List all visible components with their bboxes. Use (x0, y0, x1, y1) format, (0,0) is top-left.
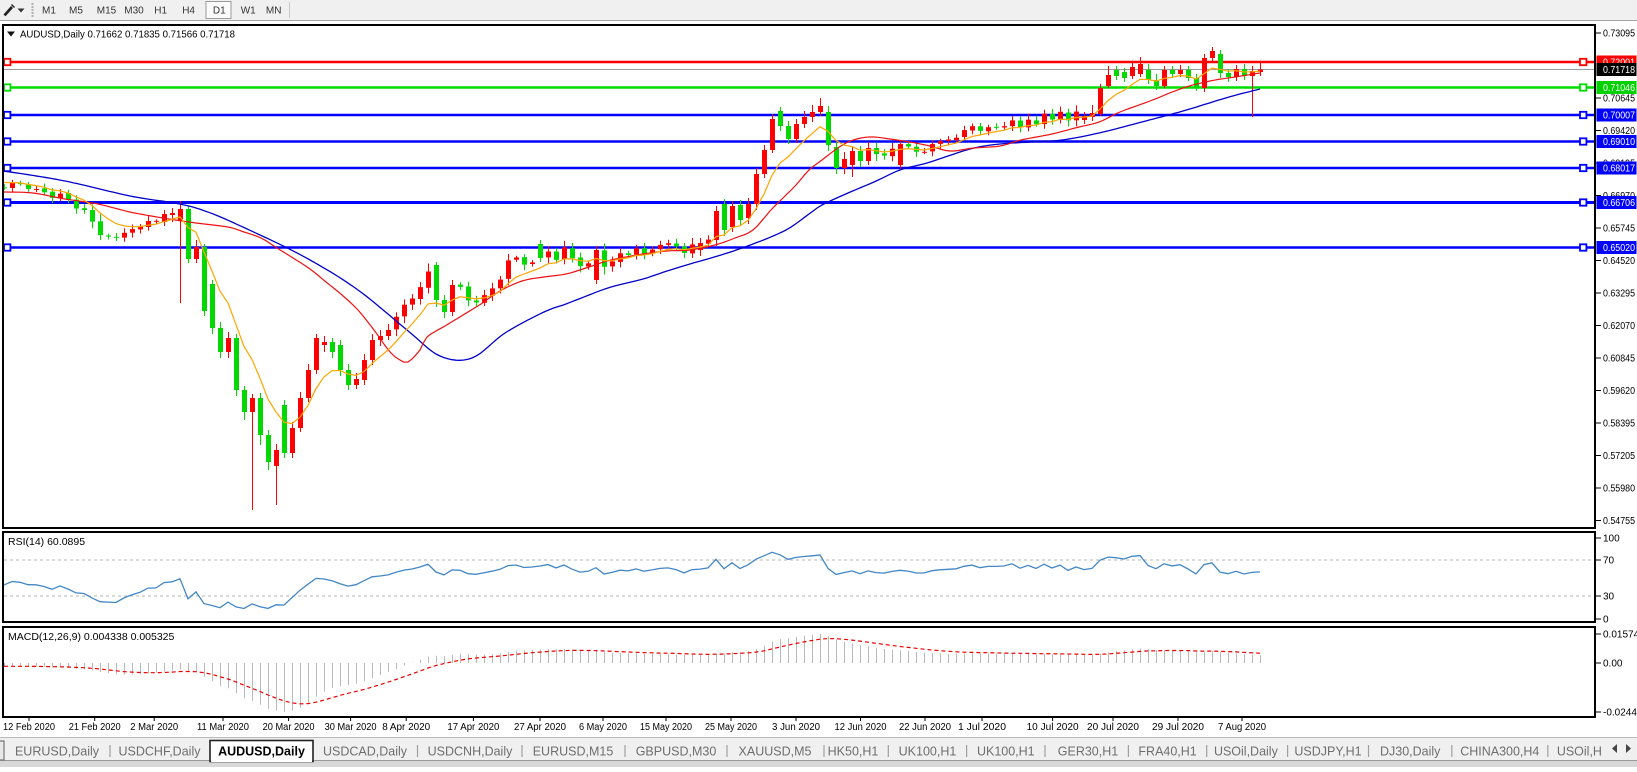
svg-text:USDJPY,H1: USDJPY,H1 (1294, 745, 1361, 759)
svg-text:30 Mar 2020: 30 Mar 2020 (325, 722, 377, 733)
svg-text:100: 100 (1603, 534, 1620, 545)
svg-text:EURUSD,Daily: EURUSD,Daily (15, 745, 100, 759)
svg-text:H4: H4 (182, 6, 195, 17)
svg-text:25 May 2020: 25 May 2020 (705, 722, 757, 733)
svg-text:USOil,H: USOil,H (1557, 745, 1602, 759)
svg-text:D1: D1 (213, 6, 226, 17)
svg-text:10 Jul 2020: 10 Jul 2020 (1027, 722, 1079, 733)
svg-text:0: 0 (1603, 615, 1609, 626)
svg-text:AUDUSD,Daily: AUDUSD,Daily (218, 745, 305, 759)
svg-text:21 Feb 2020: 21 Feb 2020 (69, 722, 121, 733)
svg-text:USOil,Daily: USOil,Daily (1214, 745, 1279, 759)
svg-text:MN: MN (266, 6, 282, 17)
svg-text:30: 30 (1603, 592, 1615, 603)
svg-text:0.69420: 0.69420 (1603, 126, 1635, 137)
svg-text:11 Mar 2020: 11 Mar 2020 (197, 722, 249, 733)
svg-text:0.64520: 0.64520 (1603, 256, 1635, 267)
svg-text:GER30,H1: GER30,H1 (1058, 745, 1118, 759)
svg-text:0.70645: 0.70645 (1603, 94, 1635, 105)
svg-text:12 Jun 2020: 12 Jun 2020 (835, 722, 887, 733)
svg-text:0.62070: 0.62070 (1603, 321, 1635, 332)
svg-text:0.73095: 0.73095 (1603, 29, 1635, 40)
svg-text:CHINA300,H4: CHINA300,H4 (1460, 745, 1539, 759)
svg-text:0.66706: 0.66706 (1603, 198, 1635, 209)
svg-text:0.71046: 0.71046 (1603, 83, 1635, 94)
svg-text:22 Jun 2020: 22 Jun 2020 (899, 722, 951, 733)
svg-text:29 Jul 2020: 29 Jul 2020 (1152, 722, 1204, 733)
svg-text:USDCNH,Daily: USDCNH,Daily (428, 745, 513, 759)
svg-text:70: 70 (1603, 556, 1615, 567)
svg-text:UK100,H1: UK100,H1 (899, 745, 957, 759)
svg-text:0.69010: 0.69010 (1603, 137, 1635, 148)
svg-text:0.68017: 0.68017 (1603, 164, 1635, 175)
svg-text:6 May 2020: 6 May 2020 (579, 722, 627, 733)
svg-text:7 Aug 2020: 7 Aug 2020 (1218, 722, 1266, 733)
svg-text:2 Mar 2020: 2 Mar 2020 (130, 722, 178, 733)
svg-text:0.65020: 0.65020 (1603, 243, 1635, 254)
svg-text:M15: M15 (97, 6, 117, 17)
svg-text:M1: M1 (42, 6, 56, 17)
svg-text:3 Jun 2020: 3 Jun 2020 (772, 722, 820, 733)
svg-text:0.70007: 0.70007 (1603, 111, 1635, 122)
svg-text:17 Apr 2020: 17 Apr 2020 (447, 722, 499, 733)
svg-text:XAUUSD,M5: XAUUSD,M5 (739, 745, 812, 759)
svg-text:EURUSD,M15: EURUSD,M15 (533, 745, 614, 759)
svg-text:0.71718: 0.71718 (1603, 65, 1635, 76)
svg-text:0.65745: 0.65745 (1603, 224, 1635, 235)
svg-text:M5: M5 (69, 6, 83, 17)
svg-text:0.60845: 0.60845 (1603, 354, 1635, 365)
svg-text:1 Jul 2020: 1 Jul 2020 (958, 722, 1006, 733)
svg-text:0.57205: 0.57205 (1603, 451, 1635, 462)
svg-text:HK50,H1: HK50,H1 (828, 745, 879, 759)
svg-text:AUDUSD,Daily 0.71662 0.71835: AUDUSD,Daily 0.71662 0.71835 0.71566 0.7… (20, 29, 235, 41)
svg-text:0.59620: 0.59620 (1603, 386, 1635, 397)
svg-text:0.55980: 0.55980 (1603, 484, 1635, 495)
svg-text:GBPUSD,M30: GBPUSD,M30 (636, 745, 717, 759)
svg-text:12 Feb 2020: 12 Feb 2020 (3, 722, 55, 733)
svg-text:0.54755: 0.54755 (1603, 516, 1635, 527)
svg-text:W1: W1 (241, 6, 256, 17)
svg-text:20 Jul 2020: 20 Jul 2020 (1087, 722, 1139, 733)
svg-text:DJ30,Daily: DJ30,Daily (1380, 745, 1441, 759)
svg-text:UK100,H1: UK100,H1 (977, 745, 1035, 759)
svg-text:0.58395: 0.58395 (1603, 419, 1635, 430)
svg-text:20 Mar 2020: 20 Mar 2020 (263, 722, 315, 733)
svg-text:0.00: 0.00 (1603, 659, 1623, 670)
svg-text:27 Apr 2020: 27 Apr 2020 (514, 722, 566, 733)
svg-text:MACD(12,26,9) 0.004338 0.00532: MACD(12,26,9) 0.004338 0.005325 (8, 631, 175, 643)
svg-text:M30: M30 (124, 6, 144, 17)
svg-text:15 May 2020: 15 May 2020 (640, 722, 692, 733)
svg-text:0.63295: 0.63295 (1603, 289, 1635, 300)
svg-text:0.015741: 0.015741 (1603, 630, 1637, 641)
svg-text:USDCAD,Daily: USDCAD,Daily (323, 745, 408, 759)
svg-text:USDCHF,Daily: USDCHF,Daily (119, 745, 202, 759)
svg-text:FRA40,H1: FRA40,H1 (1138, 745, 1196, 759)
svg-text:8 Apr 2020: 8 Apr 2020 (382, 722, 430, 733)
svg-text:RSI(14) 60.0895: RSI(14) 60.0895 (8, 536, 85, 548)
svg-text:H1: H1 (154, 6, 167, 17)
